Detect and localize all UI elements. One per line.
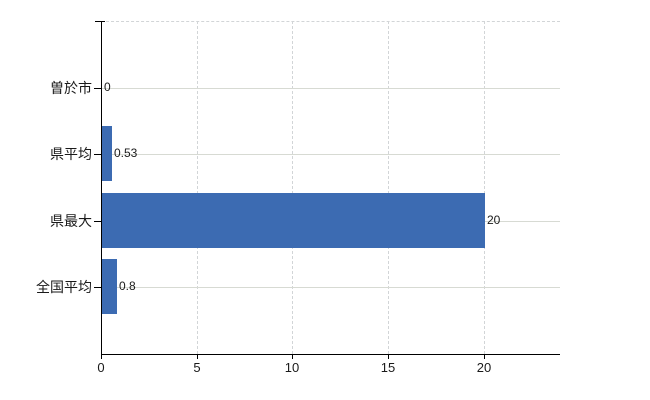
x-gridline bbox=[197, 21, 198, 354]
x-tick-label: 10 bbox=[284, 360, 300, 375]
category-label: 全国平均 bbox=[36, 279, 92, 295]
x-tick-label: 5 bbox=[193, 360, 201, 375]
x-gridline bbox=[484, 21, 485, 354]
value-label: 20 bbox=[487, 213, 501, 227]
x-gridline bbox=[292, 21, 293, 354]
x-tick-label: 20 bbox=[476, 360, 492, 375]
y-gridline bbox=[101, 88, 560, 89]
x-axis-tick bbox=[484, 354, 485, 359]
value-label: 0 bbox=[104, 80, 111, 94]
bar bbox=[102, 193, 485, 248]
value-label: 0.53 bbox=[114, 146, 138, 160]
category-label: 県平均 bbox=[50, 146, 92, 162]
y-axis-line bbox=[101, 21, 102, 355]
bar bbox=[102, 259, 117, 314]
value-label: 0.8 bbox=[119, 279, 136, 293]
x-gridline bbox=[388, 21, 389, 354]
category-tick bbox=[94, 88, 101, 89]
plot-top-border bbox=[101, 21, 560, 22]
bar bbox=[102, 126, 112, 181]
category-tick bbox=[94, 287, 101, 288]
category-label: 曽於市 bbox=[50, 80, 92, 96]
y-gridline bbox=[101, 154, 560, 155]
category-label: 県最大 bbox=[50, 213, 92, 229]
x-axis-tick bbox=[388, 354, 389, 359]
x-axis-tick bbox=[197, 354, 198, 359]
y-gridline bbox=[101, 287, 560, 288]
x-tick-label: 15 bbox=[380, 360, 396, 375]
x-axis-tick bbox=[101, 354, 102, 359]
x-axis-line bbox=[101, 354, 560, 355]
category-tick bbox=[94, 221, 101, 222]
y-axis-top-tick bbox=[95, 21, 105, 22]
x-axis-tick bbox=[292, 354, 293, 359]
category-tick bbox=[94, 154, 101, 155]
x-tick-label: 0 bbox=[97, 360, 105, 375]
